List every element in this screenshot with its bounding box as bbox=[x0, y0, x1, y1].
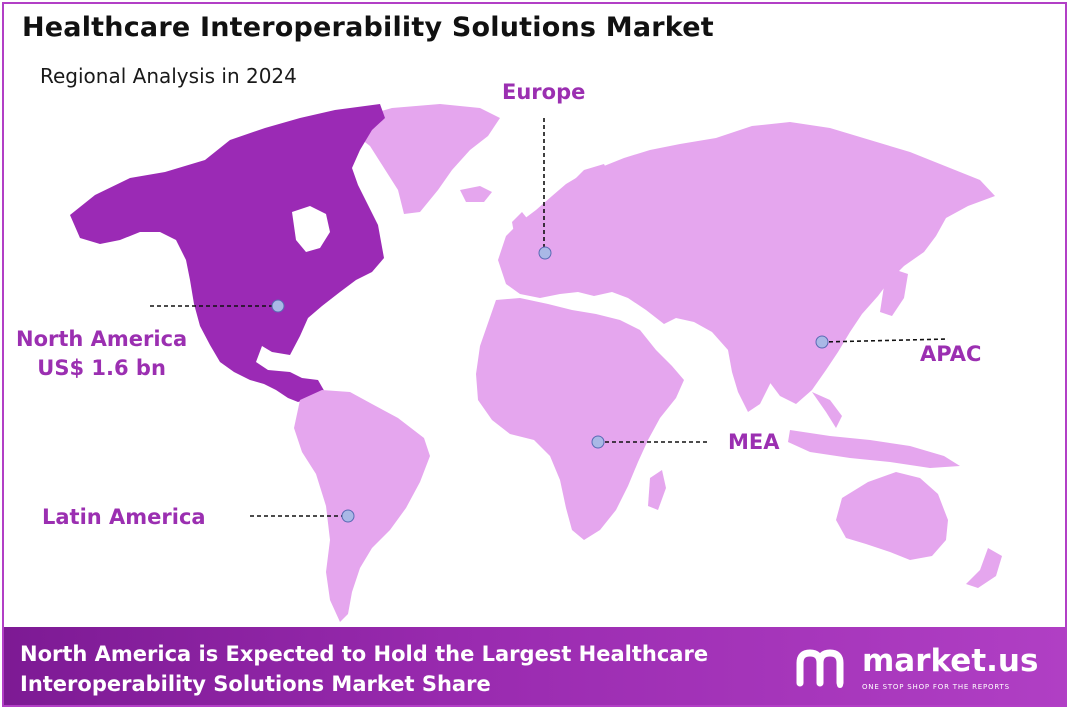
logo-tagline: ONE STOP SHOP FOR THE REPORTS bbox=[862, 683, 1010, 691]
eurasia-shape bbox=[498, 122, 995, 404]
latin-america-marker bbox=[341, 509, 355, 523]
north-america-name: North America bbox=[16, 327, 188, 351]
iceland-shape bbox=[460, 186, 492, 202]
north-america-value: US$ 1.6 bn bbox=[37, 356, 166, 380]
madagascar-shape bbox=[648, 470, 666, 510]
apac-marker bbox=[815, 335, 829, 349]
india-shape bbox=[728, 346, 772, 412]
mea-label: MEA bbox=[728, 430, 780, 454]
new-zealand-shape bbox=[966, 548, 1002, 588]
south-america-shape bbox=[294, 390, 430, 622]
north-america-marker bbox=[271, 299, 285, 313]
africa-shape bbox=[476, 298, 684, 540]
australia-shape bbox=[836, 472, 948, 560]
market-us-logo-icon bbox=[796, 649, 844, 688]
hudson-bay bbox=[292, 206, 330, 252]
banner-line-2: Interoperability Solutions Market Share bbox=[20, 672, 491, 696]
indonesia-shape bbox=[788, 430, 960, 468]
north-america-shape bbox=[70, 104, 385, 402]
japan-shape bbox=[880, 270, 908, 316]
greenland-shape bbox=[350, 104, 500, 214]
logo-name: market.us bbox=[862, 643, 1039, 679]
europe-label: Europe bbox=[502, 80, 586, 104]
page-subtitle: Regional Analysis in 2024 bbox=[40, 64, 297, 88]
page-title: Healthcare Interoperability Solutions Ma… bbox=[22, 12, 714, 43]
banner-text: North America is Expected to Hold the La… bbox=[20, 639, 708, 699]
mea-marker bbox=[591, 435, 605, 449]
market-us-logo: market.us ONE STOP SHOP FOR THE REPORTS bbox=[794, 643, 1054, 693]
scandinavia-shape bbox=[556, 164, 612, 230]
europe-marker bbox=[538, 246, 552, 260]
banner-line-1: North America is Expected to Hold the La… bbox=[20, 642, 709, 666]
apac-label: APAC bbox=[920, 342, 982, 366]
uk-shape bbox=[512, 212, 530, 244]
apac-leader-line bbox=[821, 338, 949, 343]
latin-america-label: Latin America bbox=[42, 505, 206, 529]
southeast-asia-shape bbox=[812, 392, 842, 428]
footer-banner: North America is Expected to Hold the La… bbox=[4, 627, 1065, 705]
north-america-label: North America US$ 1.6 bn bbox=[16, 325, 187, 383]
